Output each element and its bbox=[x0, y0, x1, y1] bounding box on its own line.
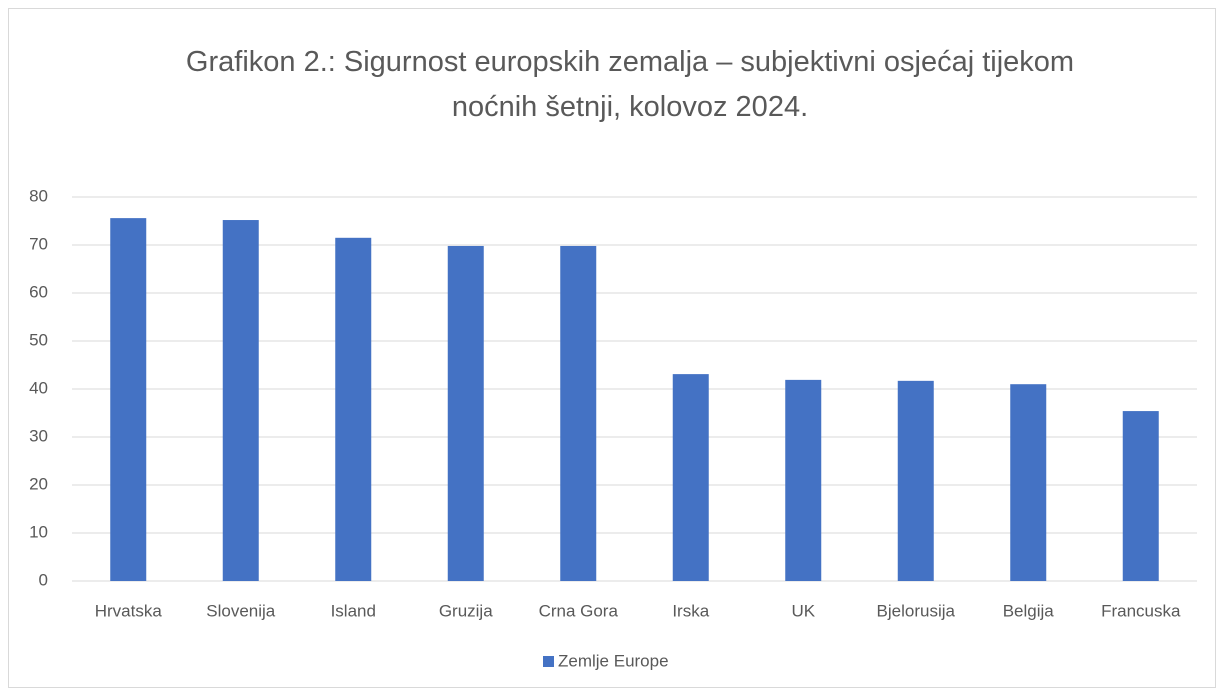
y-tick-label: 80 bbox=[29, 186, 48, 205]
y-tick-label: 70 bbox=[29, 234, 48, 253]
legend-label: Zemlje Europe bbox=[558, 651, 669, 670]
bar bbox=[1010, 384, 1047, 581]
y-tick-label: 10 bbox=[29, 522, 48, 541]
y-tick-label: 20 bbox=[29, 474, 48, 493]
x-tick-label: Hrvatska bbox=[95, 601, 163, 620]
y-tick-label: 30 bbox=[29, 426, 48, 445]
chart-title: Grafikon 2.: Sigurnost europskih zemalja… bbox=[185, 46, 1075, 123]
y-tick-label: 60 bbox=[29, 282, 48, 301]
y-tick-label: 0 bbox=[39, 570, 48, 589]
x-tick-label: Irska bbox=[672, 601, 709, 620]
x-tick-label: Belgija bbox=[1003, 601, 1055, 620]
bar bbox=[1122, 411, 1159, 581]
x-tick-label: Gruzija bbox=[439, 601, 493, 620]
legend-swatch bbox=[543, 656, 554, 667]
bar bbox=[222, 220, 259, 582]
bar bbox=[672, 374, 709, 581]
x-tick-label: Island bbox=[331, 601, 376, 620]
chart-frame bbox=[8, 8, 1216, 688]
bar bbox=[110, 218, 147, 581]
x-tick-label: UK bbox=[791, 601, 815, 620]
x-tick-label: Bjelorusija bbox=[877, 601, 956, 620]
x-tick-label: Slovenija bbox=[206, 601, 276, 620]
bar bbox=[897, 380, 934, 581]
x-tick-label: Crna Gora bbox=[539, 601, 619, 620]
bar bbox=[560, 245, 597, 581]
y-tick-label: 50 bbox=[29, 330, 48, 349]
bar bbox=[447, 245, 484, 581]
bar bbox=[785, 379, 822, 581]
bar bbox=[335, 237, 372, 582]
y-tick-label: 40 bbox=[29, 378, 48, 397]
x-tick-label: Francuska bbox=[1101, 601, 1181, 620]
